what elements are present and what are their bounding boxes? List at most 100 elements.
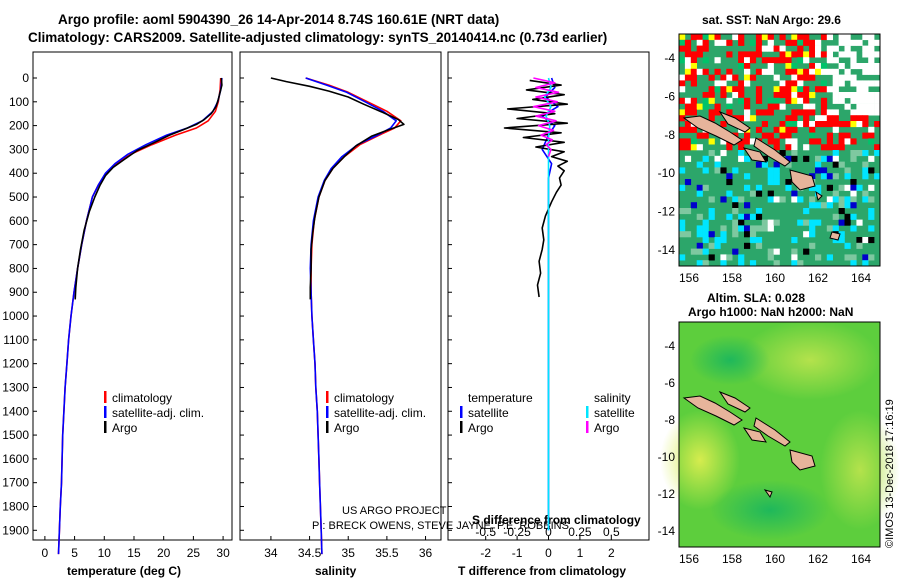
sst-cell [755, 68, 763, 75]
sst-cell [844, 173, 851, 180]
sst-cell [767, 190, 774, 197]
sst-cell [761, 68, 768, 75]
sst-cell [702, 260, 709, 267]
sst-cell [773, 219, 780, 226]
x-tick-label: 25 [187, 546, 201, 560]
salinity-panel-frame [239, 51, 442, 541]
sst-cell [732, 167, 739, 174]
sst-map-frame [678, 33, 881, 267]
depth-tick-label: 1100 [3, 333, 29, 347]
x-tick-label: 34.5 [298, 546, 322, 560]
sst-cell [850, 150, 857, 157]
map-x-tick-label: 162 [808, 552, 828, 566]
sst-cell [826, 144, 833, 151]
sla-map-title1: Altim. SLA: 0.028 [707, 291, 805, 305]
sst-cell [797, 97, 804, 104]
sst-cell [720, 138, 727, 145]
sst-cell [838, 202, 845, 209]
sst-cell [744, 51, 751, 58]
sst-cell [868, 132, 875, 139]
sst-cell [844, 132, 851, 139]
sst-cell [785, 51, 792, 58]
sst-cell [679, 208, 686, 215]
depth-tick-label: 300 [9, 142, 29, 156]
sst-cell [862, 161, 869, 168]
sst-cell [809, 109, 816, 116]
sst-cell [679, 219, 686, 226]
sst-cell [755, 97, 763, 104]
sst-cell [862, 68, 869, 75]
sst-cell [809, 138, 816, 145]
sst-cell [738, 115, 745, 122]
sst-cell [809, 74, 816, 81]
sst-cell [809, 103, 816, 110]
depth-tick-label: 1800 [2, 499, 29, 513]
sst-cell [844, 219, 851, 226]
sst-cell [679, 115, 686, 122]
sst-cell [755, 242, 763, 249]
sst-cell [838, 132, 845, 139]
sst-cell [856, 109, 863, 116]
sst-cell [773, 144, 780, 151]
sst-cell [868, 39, 875, 46]
sst-cell [773, 103, 780, 110]
sst-cell [797, 260, 804, 267]
legend-swatch-satellite [104, 406, 107, 418]
sst-cell [862, 260, 869, 267]
imos-watermark: ©IMOS 13-Dec-2018 17:16:19 [884, 399, 896, 548]
sst-cell [690, 109, 697, 116]
sst-cell [862, 190, 869, 197]
sst-cell [773, 260, 780, 267]
sst-cell [838, 138, 845, 145]
sst-cell [755, 208, 763, 215]
map-y-tick-label: -12 [658, 205, 676, 219]
sst-cell [815, 155, 822, 162]
sst-cell [874, 68, 881, 75]
sst-cell [755, 213, 763, 220]
sst-cell [791, 80, 798, 87]
sst-cell [738, 51, 745, 58]
sst-cell [826, 121, 833, 128]
sst-cell [850, 109, 857, 116]
sst-cell [797, 219, 804, 226]
sst-cell [838, 63, 845, 70]
credit-project: US ARGO PROJECT [342, 505, 447, 517]
sst-cell [690, 51, 697, 58]
legend-swatch-t-argo [460, 421, 463, 433]
sst-cell [797, 121, 804, 128]
sst-cell [856, 103, 863, 110]
sst-cell [738, 196, 745, 203]
sst-cell [820, 86, 828, 93]
sst-cell [826, 51, 833, 58]
sst-cell [803, 92, 810, 99]
legend-title-salinity: salinity [594, 391, 631, 405]
legend-label-satellite: satellite-adj. clim. [334, 406, 426, 420]
sst-cell [803, 86, 810, 93]
sst-cell [856, 121, 863, 128]
sst-cell [679, 231, 686, 238]
sla-anomaly-low [710, 480, 830, 540]
sst-cell [738, 254, 745, 261]
island-shape [682, 115, 743, 146]
sst-cell [826, 68, 833, 75]
sst-cell [868, 34, 875, 41]
island-shape [789, 449, 816, 471]
sst-cell [785, 132, 792, 139]
sst-cell [803, 34, 810, 41]
sst-cell [755, 34, 763, 41]
sst-cell [779, 45, 786, 52]
map-x-tick-label: 158 [722, 552, 742, 566]
sst-cell [815, 45, 822, 52]
sst-cell [874, 51, 881, 58]
sst-cell [679, 144, 686, 151]
sst-cell [714, 80, 721, 87]
sst-cell [809, 231, 816, 238]
figure-title-line2: Climatology: CARS2009. Satellite-adjuste… [28, 30, 607, 45]
sst-cell [785, 126, 792, 133]
sst-cell [826, 34, 833, 41]
sst-cell [856, 39, 863, 46]
sst-cell [744, 225, 751, 232]
sst-cell [755, 92, 763, 99]
sst-cell [726, 51, 733, 58]
sst-cell [738, 34, 745, 41]
